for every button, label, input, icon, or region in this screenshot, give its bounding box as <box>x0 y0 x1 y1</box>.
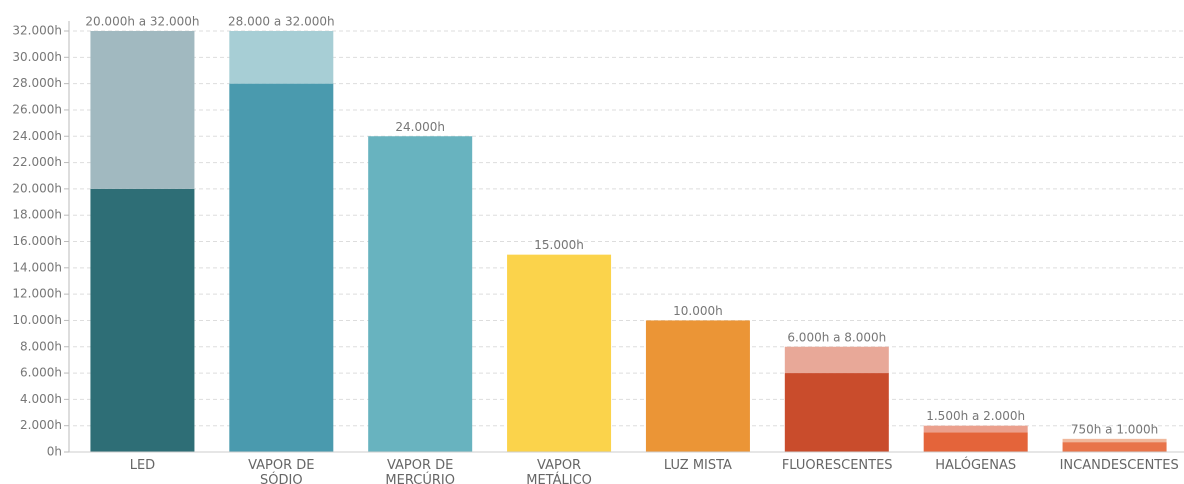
bar-segment <box>229 83 334 452</box>
y-tick-label: 6.000h <box>20 366 62 380</box>
value-label: 750h a 1.000h <box>1071 422 1158 436</box>
y-tick-label: 28.000h <box>12 76 62 90</box>
bar-segment <box>645 320 750 452</box>
bar-segment <box>1062 438 1167 443</box>
value-label: 24.000h <box>395 120 445 134</box>
y-tick-label: 26.000h <box>12 102 62 116</box>
y-tick-label: 8.000h <box>20 339 62 353</box>
y-tick-label: 10.000h <box>12 313 62 327</box>
value-label: 6.000h a 8.000h <box>787 330 886 344</box>
bar-segment <box>90 31 195 189</box>
y-tick-label: 20.000h <box>12 181 62 195</box>
bar-segment <box>923 432 1028 452</box>
value-label: 20.000h a 32.000h <box>85 15 199 29</box>
bar-segment <box>784 373 889 452</box>
y-tick-label: 32.000h <box>12 24 62 38</box>
value-label: 15.000h <box>534 238 584 252</box>
x-tick-label: HALÓGENAS <box>935 458 1017 473</box>
y-tick-label: 2.000h <box>20 418 62 432</box>
value-label: 28.000 a 32.000h <box>228 15 335 29</box>
y-tick-label: 0h <box>47 445 62 459</box>
x-tick-label: VAPOR METÁLICO <box>526 458 592 484</box>
y-tick-label: 24.000h <box>12 129 62 143</box>
x-tick-label: INCANDESCENTES <box>1059 458 1179 473</box>
bar-segment <box>1062 442 1167 452</box>
y-tick-label: 14.000h <box>12 260 62 274</box>
x-tick-label: VAPOR DE MERCÚRIO <box>385 458 455 484</box>
y-tick-label: 22.000h <box>12 155 62 169</box>
y-tick-label: 30.000h <box>12 50 62 64</box>
y-tick-label: 16.000h <box>12 234 62 248</box>
x-tick-label: FLUORESCENTES <box>781 458 893 473</box>
x-tick-label: VAPOR DE SÓDIO <box>248 458 315 484</box>
bar-segment <box>368 136 473 452</box>
x-tick-label: LUZ MISTA <box>663 458 732 473</box>
bar-segment <box>507 254 612 452</box>
bar-segment <box>923 425 1028 433</box>
bar-segment <box>90 188 195 452</box>
y-tick-label: 18.000h <box>12 208 62 222</box>
bar-segment <box>229 31 334 84</box>
bar-segment <box>784 346 889 374</box>
x-tick-label: LED <box>129 458 156 473</box>
value-label: 10.000h <box>673 304 723 318</box>
value-label: 1.500h a 2.000h <box>926 409 1025 423</box>
y-tick-label: 4.000h <box>20 392 62 406</box>
y-tick-label: 12.000h <box>12 287 62 301</box>
